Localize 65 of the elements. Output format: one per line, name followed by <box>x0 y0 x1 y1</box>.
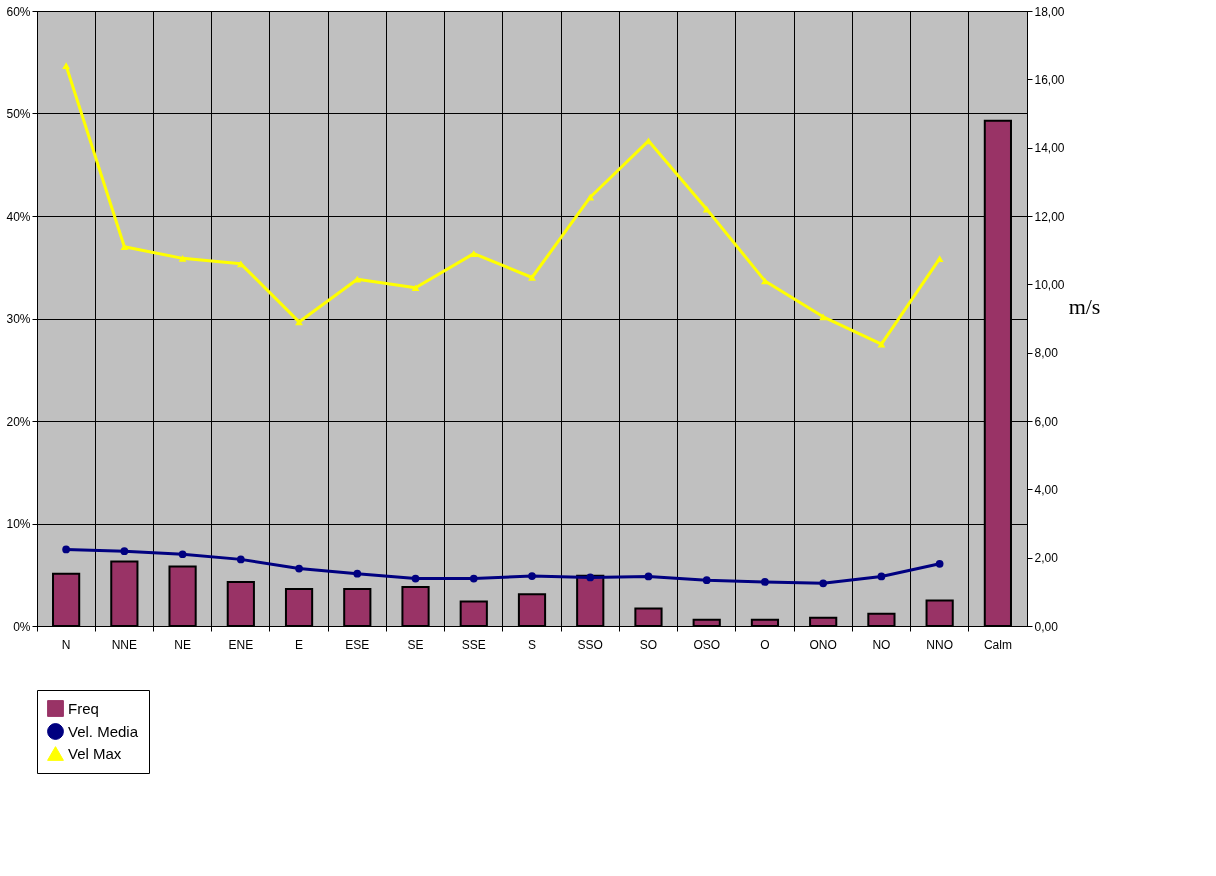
y2-tick-label: 14,00 <box>1034 141 1065 156</box>
x-tick-label: ENE <box>228 637 254 652</box>
y2-tick-label: 2,00 <box>1034 551 1059 566</box>
y-tick-label: 30% <box>6 312 31 326</box>
point <box>761 578 769 586</box>
point <box>353 569 362 578</box>
point <box>120 547 129 556</box>
legend-label: Freq <box>68 699 99 717</box>
x-tick-label: ONO <box>809 637 837 652</box>
point <box>644 572 653 581</box>
point <box>236 260 245 268</box>
legend-label: Vel Max <box>68 744 122 762</box>
point <box>62 545 70 554</box>
y2-tick-label: 10,00 <box>1034 277 1065 292</box>
y-tick-label: 0% <box>13 619 31 634</box>
x-tick-label: SE <box>407 637 424 652</box>
y2-tick-label: 16,00 <box>1034 72 1065 87</box>
y-tick-label: 20% <box>6 414 31 429</box>
point <box>528 572 536 580</box>
point <box>528 274 536 281</box>
point <box>761 277 769 285</box>
x-tick-label: NNO <box>926 637 953 652</box>
y-tick-label: 50% <box>6 107 31 121</box>
x-tick-label: Calm <box>983 637 1012 652</box>
y2-axis-title: m/s <box>1068 294 1101 319</box>
x-tick-label: SSE <box>461 637 486 652</box>
x-tick-label: S <box>527 637 537 652</box>
x-tick-label: O <box>760 637 770 652</box>
x-tick-label: OSO <box>693 637 721 652</box>
legend-label: Vel. Media <box>68 722 139 740</box>
y-tick-label: 60% <box>6 4 31 19</box>
x-tick-label: N <box>61 637 71 652</box>
point <box>411 574 420 583</box>
point <box>120 243 129 251</box>
x-tick-label: SSO <box>577 637 603 652</box>
y2-tick-label: 18,00 <box>1034 4 1065 19</box>
y2-tick-label: 0,00 <box>1034 619 1059 634</box>
point <box>178 550 187 559</box>
x-tick-label: E <box>295 637 304 652</box>
point <box>819 579 828 588</box>
y2-tick-label: 4,00 <box>1034 482 1059 497</box>
point <box>819 313 828 321</box>
point <box>935 255 944 263</box>
point <box>411 284 420 292</box>
point <box>295 564 303 573</box>
x-tick-label: NNE <box>111 637 138 652</box>
point <box>62 62 70 70</box>
x-tick-label: NE <box>174 637 191 652</box>
point <box>586 573 595 582</box>
y2-tick-label: 6,00 <box>1034 414 1059 429</box>
point <box>702 205 711 213</box>
y-tick-label: 10% <box>6 517 31 531</box>
point <box>469 574 478 583</box>
y2-tick-label: 8,00 <box>1034 346 1059 361</box>
x-tick-label: ESE <box>345 637 370 652</box>
y-tick-label: 40% <box>6 209 31 224</box>
point <box>877 572 886 581</box>
point <box>702 576 711 585</box>
point <box>586 193 595 201</box>
y2-tick-label: 12,00 <box>1034 209 1065 224</box>
x-tick-label: SO <box>639 637 658 652</box>
point <box>935 559 944 568</box>
point <box>178 255 187 262</box>
point <box>236 555 245 564</box>
x-tick-label: NO <box>872 637 891 652</box>
